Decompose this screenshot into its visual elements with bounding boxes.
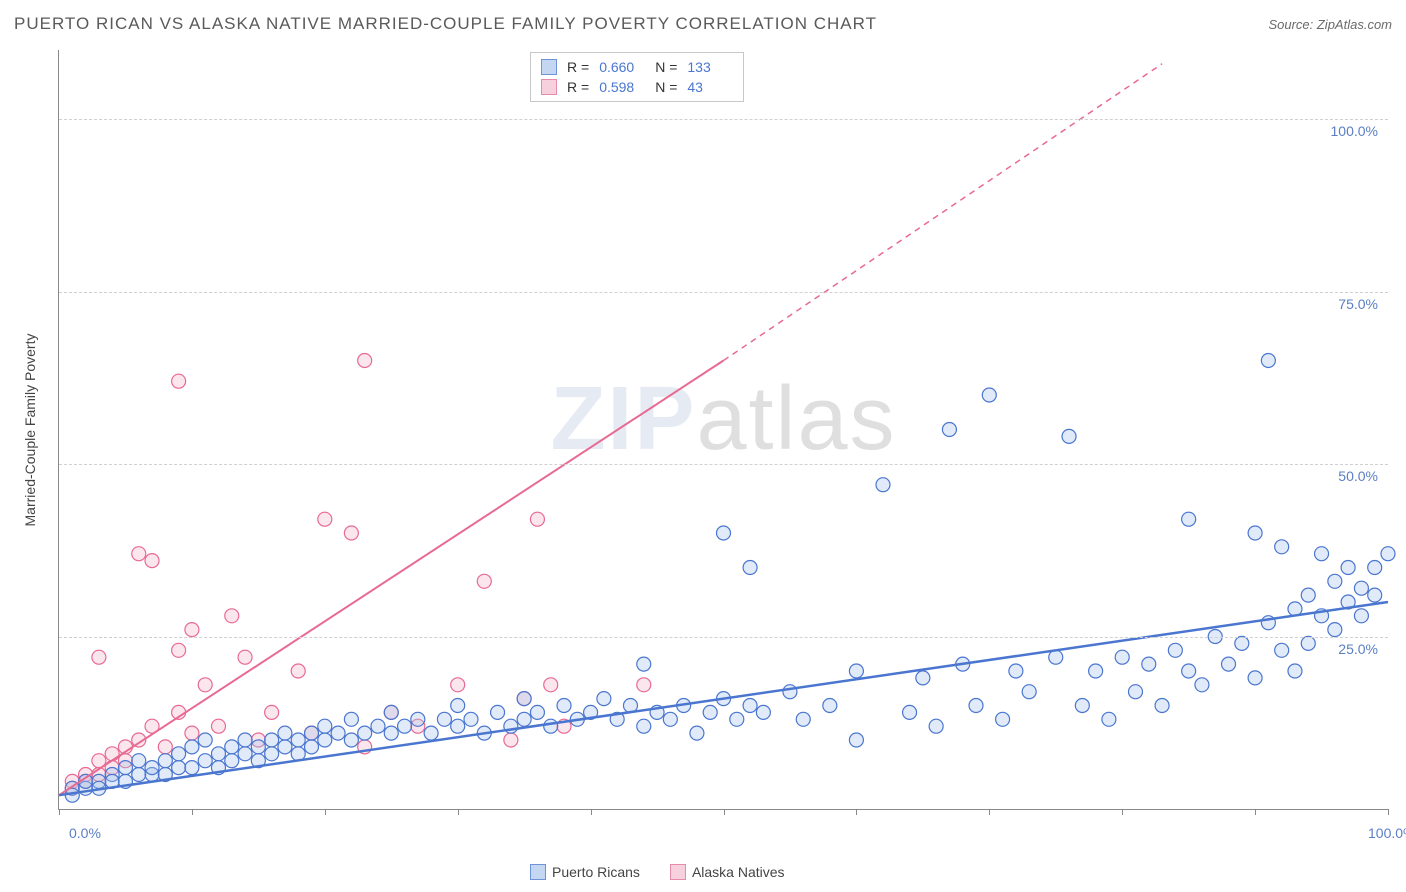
gridline	[59, 119, 1388, 120]
y-tick-label: 25.0%	[1338, 641, 1378, 657]
gridline	[59, 464, 1388, 465]
chart-svg	[59, 50, 1388, 809]
legend-label-2: Alaska Natives	[692, 864, 785, 880]
r-value-2: 0.598	[599, 79, 645, 95]
stats-row-2: R = 0.598 N = 43	[541, 77, 733, 97]
n-value-2: 43	[687, 79, 733, 95]
x-tick	[856, 809, 857, 815]
legend-label-1: Puerto Ricans	[552, 864, 640, 880]
legend-swatch-blue	[530, 864, 546, 880]
legend-item-2: Alaska Natives	[670, 864, 785, 880]
x-tick	[591, 809, 592, 815]
x-tick-label: 0.0%	[69, 825, 101, 841]
x-tick	[192, 809, 193, 815]
x-tick	[1388, 809, 1389, 815]
gridline	[59, 292, 1388, 293]
source-label: Source: ZipAtlas.com	[1268, 17, 1392, 32]
n-value-1: 133	[687, 59, 733, 75]
swatch-pink	[541, 79, 557, 95]
title-bar: PUERTO RICAN VS ALASKA NATIVE MARRIED-CO…	[14, 14, 1392, 34]
r-label-2: R =	[567, 79, 589, 95]
n-label-1: N =	[655, 59, 677, 75]
y-tick-label: 100.0%	[1331, 123, 1378, 139]
chart-title: PUERTO RICAN VS ALASKA NATIVE MARRIED-CO…	[14, 14, 877, 34]
x-tick	[724, 809, 725, 815]
x-tick	[1122, 809, 1123, 815]
swatch-blue	[541, 59, 557, 75]
x-tick	[458, 809, 459, 815]
r-value-1: 0.660	[599, 59, 645, 75]
legend-swatch-pink	[670, 864, 686, 880]
legend-item-1: Puerto Ricans	[530, 864, 640, 880]
x-tick	[989, 809, 990, 815]
y-tick-label: 75.0%	[1338, 296, 1378, 312]
gridline	[59, 637, 1388, 638]
x-tick	[59, 809, 60, 815]
y-axis-label: Married-Couple Family Poverty	[22, 334, 38, 527]
x-tick	[325, 809, 326, 815]
bottom-legend: Puerto Ricans Alaska Natives	[530, 864, 785, 880]
y-tick-label: 50.0%	[1338, 468, 1378, 484]
r-label-1: R =	[567, 59, 589, 75]
plot-area: ZIPatlas 25.0%50.0%75.0%100.0%0.0%100.0%	[58, 50, 1388, 810]
stats-legend: R = 0.660 N = 133 R = 0.598 N = 43	[530, 52, 744, 102]
stats-row-1: R = 0.660 N = 133	[541, 57, 733, 77]
x-tick	[1255, 809, 1256, 815]
n-label-2: N =	[655, 79, 677, 95]
x-tick-label: 100.0%	[1368, 825, 1406, 841]
